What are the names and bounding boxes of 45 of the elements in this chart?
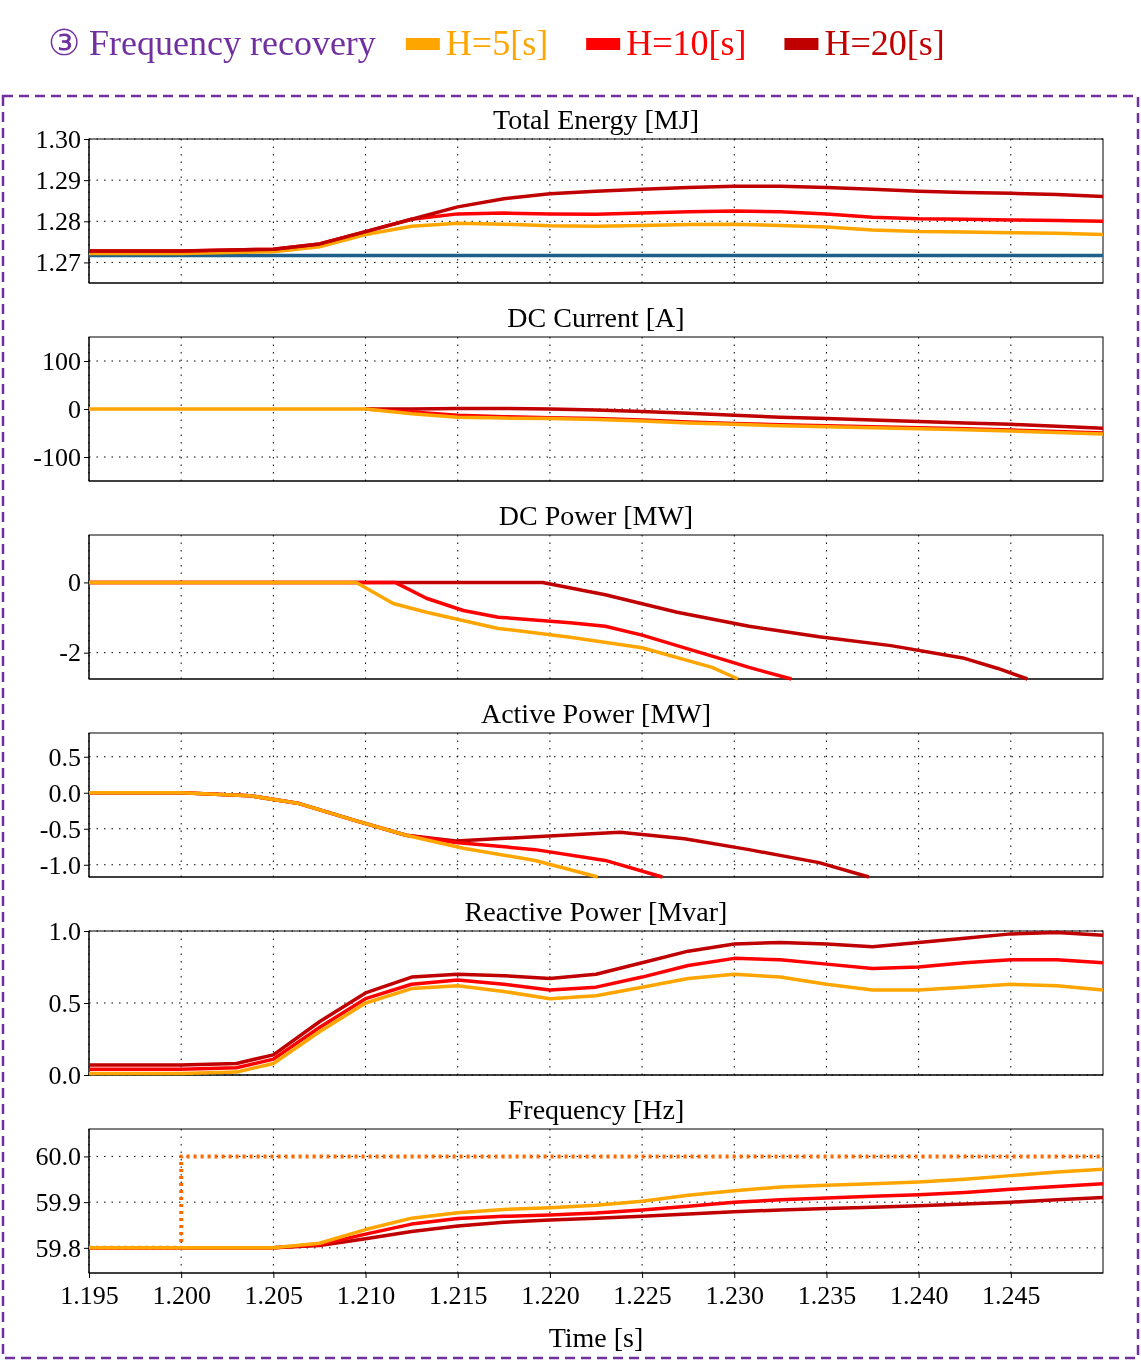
chart-title: Active Power [MW] — [480, 698, 712, 729]
y-tick-label: -2 — [59, 638, 81, 668]
y-tick-label: -100 — [33, 442, 81, 472]
legend-title: ③ Frequency recovery — [48, 23, 376, 63]
y-tick-label: 0 — [68, 394, 81, 424]
y-tick-label: 0.0 — [48, 1060, 81, 1090]
y-tick-label: 59.9 — [35, 1187, 81, 1217]
line-series — [89, 184, 1103, 253]
x-tick-label: 1.230 — [705, 1281, 765, 1311]
y-tick-label: 1.29 — [35, 165, 81, 195]
y-tick-label: 0.5 — [48, 742, 81, 772]
y-tick-label: 0 — [68, 568, 81, 598]
legend-label: H=5[s] — [445, 23, 549, 63]
line-series — [89, 221, 1103, 256]
y-tick-label: -0.5 — [39, 814, 81, 844]
chart-title: Total Energy [MJ] — [493, 104, 699, 135]
x-tick-label: 1.220 — [521, 1281, 580, 1311]
y-tick-label: 1.0 — [48, 916, 81, 946]
chart-title: Reactive Power [Mvar] — [464, 896, 728, 927]
y-tick-label: 0.5 — [48, 988, 81, 1018]
y-tick-label: 0.0 — [48, 778, 81, 808]
x-tick-label: 1.240 — [889, 1281, 949, 1311]
y-tick-label: 100 — [42, 346, 81, 376]
legend-label: H=10[s] — [626, 23, 747, 63]
x-tick-label: 1.200 — [152, 1281, 211, 1311]
chart-title: DC Power [MW] — [498, 500, 694, 531]
y-tick-label: 1.30 — [35, 124, 81, 154]
chart-title: Frequency [Hz] — [507, 1094, 685, 1125]
y-tick-label: -1.0 — [39, 850, 81, 880]
legend-label: H=20[s] — [824, 23, 945, 63]
y-tick-label: 59.8 — [35, 1233, 81, 1263]
x-tick-label: 1.235 — [797, 1281, 857, 1311]
x-tick-label: 1.245 — [982, 1281, 1041, 1311]
x-tick-label: 1.205 — [244, 1281, 304, 1311]
line-series — [89, 407, 1103, 436]
x-tick-label: 1.215 — [428, 1281, 488, 1311]
y-tick-label: 1.28 — [35, 207, 81, 237]
line-series — [89, 956, 1103, 1071]
y-tick-label: 60.0 — [35, 1142, 81, 1172]
x-tick-label: 1.195 — [60, 1281, 119, 1311]
x-tick-label: 1.225 — [613, 1281, 672, 1311]
chart-title: DC Current [A] — [507, 302, 685, 333]
x-tick-label: 1.210 — [336, 1281, 396, 1311]
y-tick-label: 1.27 — [35, 248, 81, 278]
x-axis-title: Time [s] — [548, 1322, 644, 1353]
